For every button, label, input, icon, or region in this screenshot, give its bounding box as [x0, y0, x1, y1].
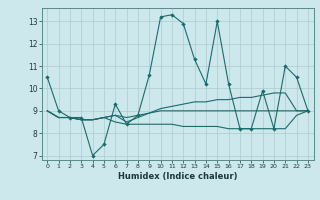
X-axis label: Humidex (Indice chaleur): Humidex (Indice chaleur) [118, 172, 237, 181]
